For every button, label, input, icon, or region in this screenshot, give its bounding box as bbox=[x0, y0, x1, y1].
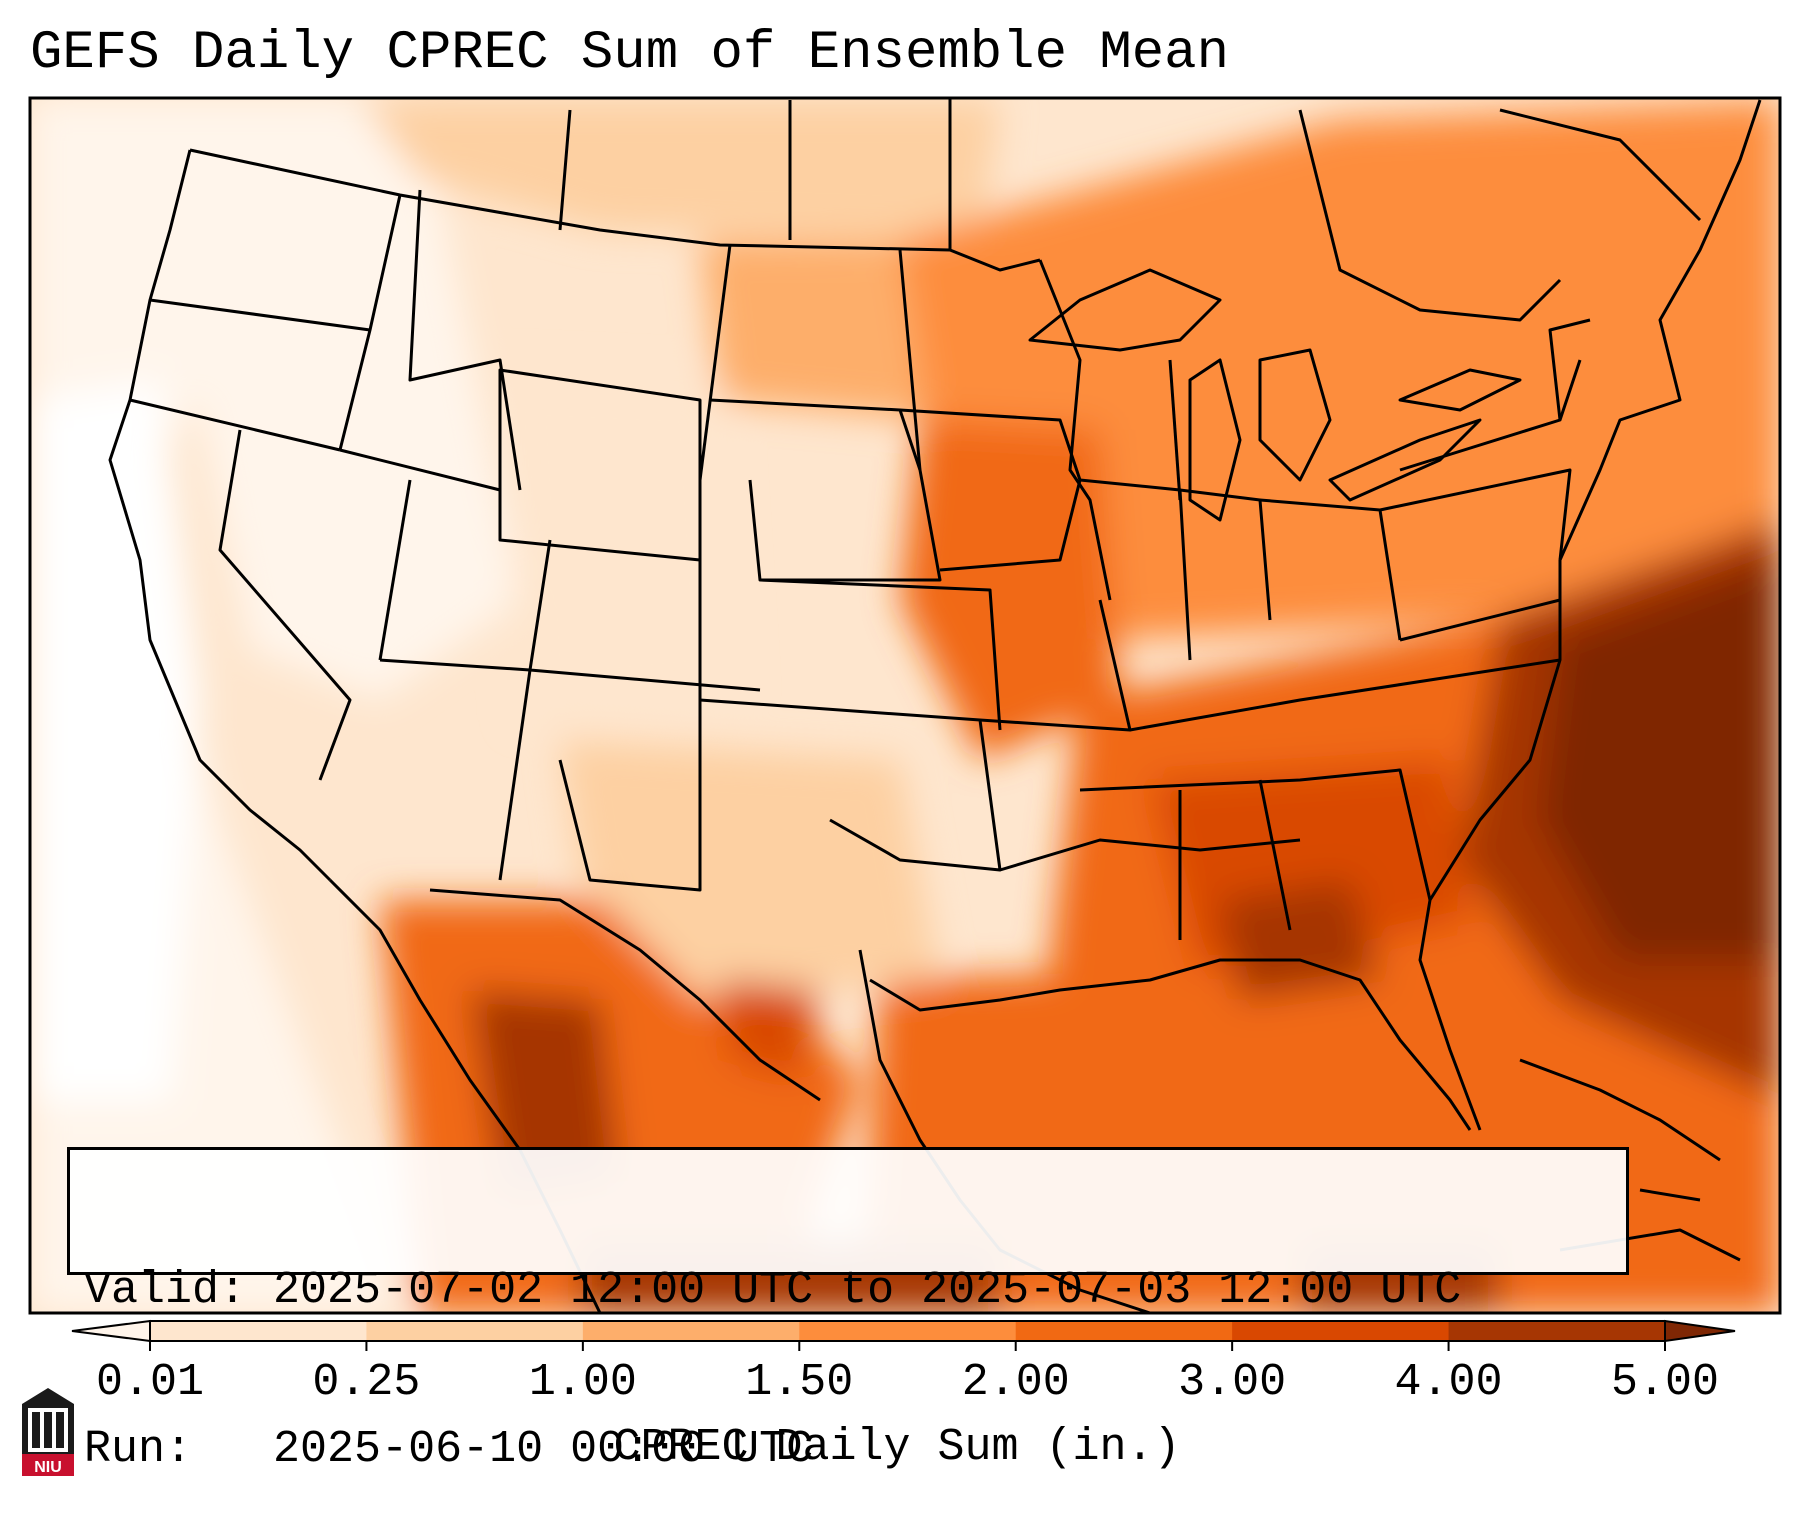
colorbar-segment bbox=[1232, 1321, 1450, 1341]
colorbar-tick-label: 1.00 bbox=[528, 1357, 637, 1408]
colorbar-tick-label: 0.25 bbox=[312, 1357, 421, 1408]
colorbar-tick-label: 1.50 bbox=[745, 1357, 854, 1408]
valid-text: 2025-07-02 12:00 UTC to 2025-07-03 12:00… bbox=[273, 1265, 1462, 1316]
colorbar-segment bbox=[582, 1321, 800, 1341]
colorbar-tick-label: 5.00 bbox=[1610, 1357, 1720, 1408]
colorbar-segment bbox=[366, 1321, 584, 1341]
colorbar-label: CPREC Daily Sum (in.) bbox=[613, 1422, 1181, 1473]
precip-field bbox=[30, 98, 1780, 1313]
colorbar-segment bbox=[799, 1321, 1017, 1341]
colorbar-segment bbox=[150, 1321, 367, 1341]
niu-logo-icon: NIU bbox=[22, 1388, 74, 1476]
logo-text: NIU bbox=[34, 1459, 62, 1476]
validity-info-box: Valid: 2025-07-02 12:00 UTC to 2025-07-0… bbox=[67, 1147, 1629, 1475]
map-title: GEFS Daily CPREC Sum of Ensemble Mean bbox=[30, 23, 1229, 84]
colorbar-tick-label: 4.00 bbox=[1394, 1357, 1503, 1408]
map-frame bbox=[28, 96, 1782, 1315]
colorbar-segment bbox=[1015, 1321, 1233, 1341]
run-label: Run: bbox=[84, 1424, 193, 1475]
run-text: 2025-06-10 00:00 UTC bbox=[273, 1424, 814, 1475]
colorbar-tick-label: 3.00 bbox=[1178, 1357, 1287, 1408]
state-boundaries bbox=[108, 98, 1762, 1313]
valid-line: Valid: 2025-07-02 12:00 UTC to 2025-07-0… bbox=[84, 1264, 1612, 1317]
colorbar-tick-label: 2.00 bbox=[961, 1357, 1070, 1408]
valid-label: Valid: bbox=[84, 1265, 247, 1316]
colorbar-tick-label: 0.01 bbox=[95, 1357, 205, 1408]
run-line: Run: 2025-06-10 00:00 UTC bbox=[84, 1423, 1612, 1476]
colorbar-segment bbox=[1448, 1321, 1666, 1341]
colorbar bbox=[71, 1319, 1736, 1351]
